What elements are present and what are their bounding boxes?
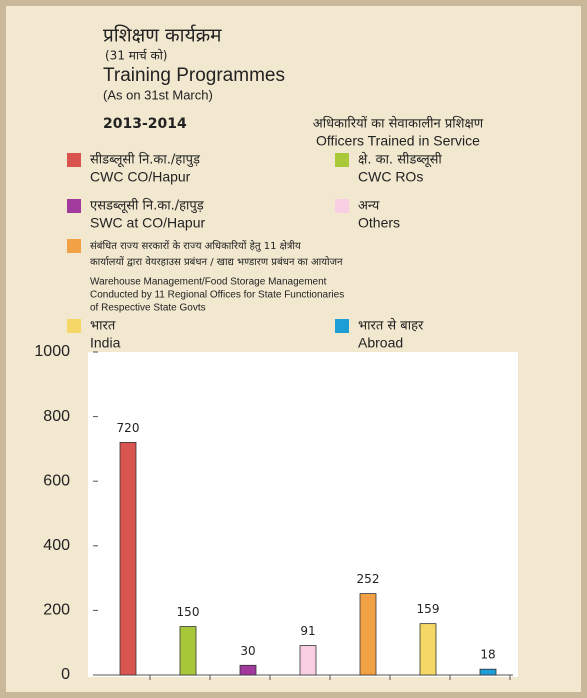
value-label: 30 — [240, 644, 255, 658]
legend-hindi: कार्यालयों द्वारा वेयरहाउस प्रबंधन / खाद… — [90, 256, 343, 268]
legend-hindi: सीडब्लूसी नि.का./हापुड़ — [90, 152, 201, 168]
legend-hindi: एसडब्लूसी नि.का./हापुड़ — [90, 198, 205, 214]
bar — [299, 645, 317, 676]
value-label: 159 — [417, 602, 440, 616]
legend-english: of Respective State Govts — [90, 303, 206, 314]
value-label: 252 — [357, 572, 380, 586]
subtitle: (As on 31st March) — [103, 87, 213, 102]
y-tick-label: 600 — [43, 472, 70, 489]
bar — [179, 626, 197, 676]
y-tick-label: 0 — [61, 666, 70, 683]
title: Training Programmes — [103, 65, 285, 86]
bar — [239, 664, 257, 676]
value-label: 18 — [480, 648, 495, 662]
legend-hindi: भारत — [90, 319, 116, 334]
y-tick-label: 400 — [43, 537, 70, 554]
legend-english: India — [90, 335, 121, 351]
legend-swatch — [67, 153, 81, 167]
y-tick-label: 1000 — [34, 343, 70, 360]
value-label: 150 — [177, 605, 200, 619]
legend-swatch — [67, 199, 81, 213]
legend-swatch — [67, 319, 81, 333]
legend-swatch — [335, 319, 349, 333]
legend-english: Abroad — [358, 335, 403, 351]
value-label: 720 — [117, 421, 140, 435]
legend-english: Others — [358, 215, 400, 231]
year: 2013-2014 — [103, 116, 187, 132]
title-hindi: प्रशिक्षण कार्यक्रम — [103, 24, 222, 47]
legend-hindi: क्षे. का. सीडब्लूसी — [358, 152, 442, 168]
bar — [419, 623, 437, 676]
legend-swatch — [67, 239, 81, 253]
legend-swatch — [335, 153, 349, 167]
legend-english: Warehouse Management/Food Storage Manage… — [90, 277, 327, 288]
heading-hindi: अधिकारियों का सेवाकालीन प्रशिक्षण — [313, 116, 484, 132]
subtitle-hindi: (31 मार्च को) — [105, 49, 168, 63]
y-tick-label: 800 — [43, 408, 70, 425]
legend-english: Conducted by 11 Regional Offices for Sta… — [90, 290, 344, 301]
legend-hindi: संबंधित राज्य सरकारों के राज्य अधिकारियो… — [90, 240, 301, 252]
bar — [479, 668, 497, 676]
legend-hindi: भारत से बाहर — [358, 318, 424, 334]
legend-english: SWC at CO/Hapur — [90, 215, 205, 231]
heading: Officers Trained in Service — [316, 133, 480, 149]
plot-area — [88, 352, 518, 677]
legend-english: CWC CO/Hapur — [90, 169, 191, 185]
legend-hindi: अन्य — [358, 199, 380, 214]
value-label: 91 — [300, 624, 315, 638]
legend-swatch — [335, 199, 349, 213]
legend-english: CWC ROs — [358, 169, 423, 185]
bar — [359, 593, 377, 676]
y-tick-label: 200 — [43, 602, 70, 619]
bar — [119, 442, 137, 676]
